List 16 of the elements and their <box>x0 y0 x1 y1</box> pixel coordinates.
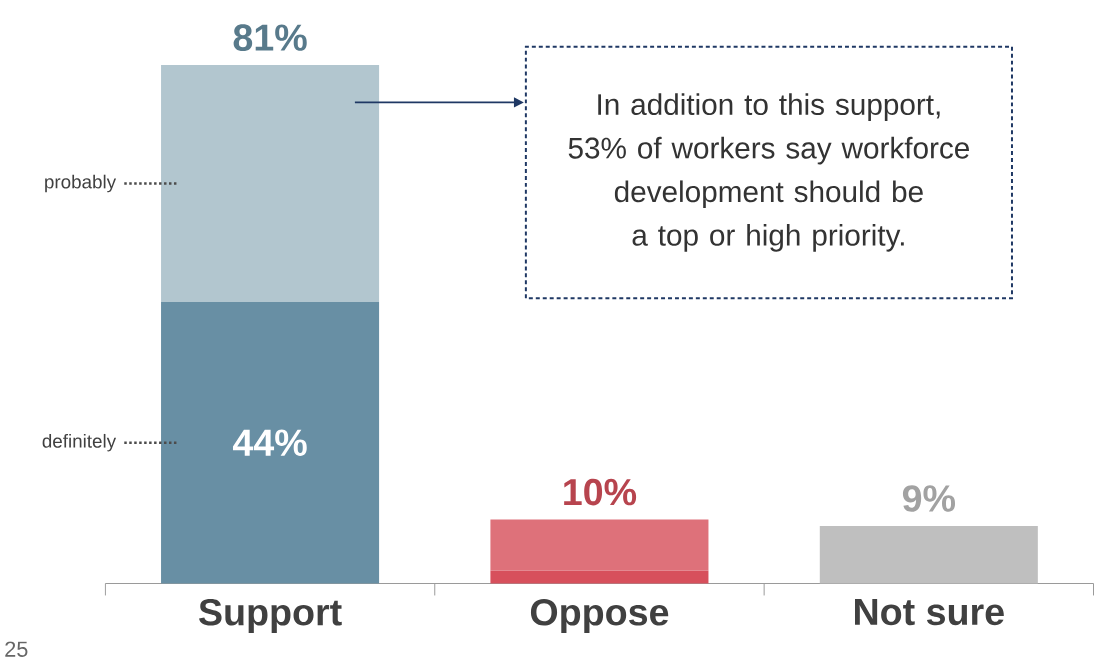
text: 25 <box>5 641 28 657</box>
bar <box>161 301 380 584</box>
text: definitely <box>42 433 117 452</box>
data-label: 44% <box>232 429 307 456</box>
annotation: In addition to this support, 53% of workers say workforce development should be a top or high priority. <box>568 93 969 252</box>
x-tick-label: Not sure <box>855 598 1004 626</box>
x-tick-label: Oppose <box>530 598 669 633</box>
bar <box>490 570 709 584</box>
total-label: 81% <box>233 24 307 51</box>
x-tick-label: Support <box>199 598 342 633</box>
total-label: 10% <box>564 478 637 506</box>
text: probably <box>45 174 117 193</box>
bar <box>490 519 709 571</box>
total-label: 9% <box>902 485 956 512</box>
bar <box>819 525 1038 584</box>
bar <box>161 65 380 302</box>
